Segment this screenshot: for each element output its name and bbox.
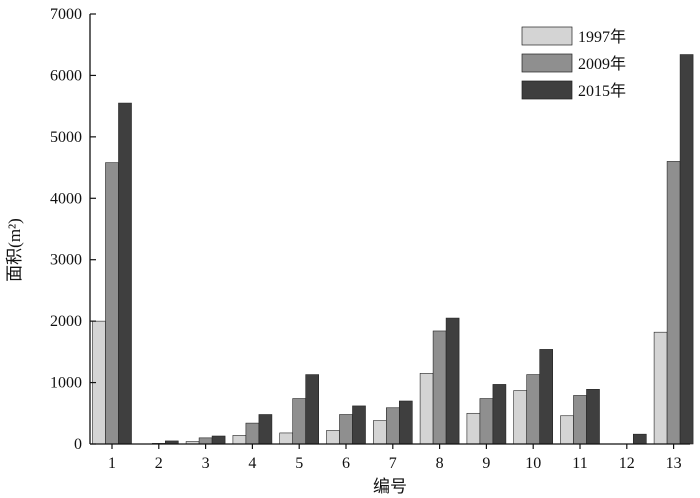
y-tick-label: 1000 [50, 375, 82, 392]
bar-2015年-11 [586, 389, 600, 445]
bar-2015年-10 [539, 349, 554, 445]
x-tick-label: 2 [155, 455, 163, 472]
bar-group-5 [279, 374, 320, 445]
bar-group-6 [326, 405, 366, 445]
bar-group-4 [232, 414, 273, 445]
x-tick-label: 12 [619, 455, 635, 472]
bar-1997年-7 [372, 420, 387, 445]
legend-swatch-2015年 [521, 80, 573, 100]
bar-1997年-13 [653, 331, 668, 445]
bar-2015年-7 [398, 400, 413, 445]
legend-label: 1997年 [578, 28, 626, 46]
bar-2009年-8 [432, 330, 447, 445]
bar-group-1 [92, 102, 132, 445]
x-tick-label: 4 [248, 455, 256, 472]
bar-2015年-9 [492, 384, 507, 445]
y-axis: 0 1000 2000 3000 4000 5000 6000 7000 [50, 6, 96, 453]
legend-swatch-1997年 [521, 26, 573, 46]
y-tick-label: 3000 [50, 252, 82, 269]
bar-2009年-5 [292, 398, 307, 445]
bar-1997年-4 [232, 435, 247, 445]
bar-group-11 [560, 389, 600, 445]
x-tick-label: 11 [572, 455, 587, 472]
x-tick-label: 7 [389, 455, 397, 472]
y-tick-label: 4000 [50, 190, 82, 207]
legend-label: 2009年 [578, 55, 626, 73]
bar-1997年-6 [326, 430, 340, 445]
bar-1997年-10 [513, 390, 528, 445]
y-tick-label: 5000 [50, 129, 82, 146]
bar-2009年-6 [339, 414, 353, 445]
x-tick-label: 10 [525, 455, 541, 472]
x-tick-label: 8 [436, 455, 444, 472]
x-tick-label: 1 [108, 455, 116, 472]
x-tick-label: 6 [342, 455, 350, 472]
bar-2015年-3 [211, 435, 226, 445]
bar-group-9 [466, 384, 507, 445]
y-tick-label: 7000 [50, 6, 82, 23]
bar-group-12 [632, 433, 647, 445]
x-axis-title: 编号 [373, 477, 407, 496]
bar-group-10 [513, 349, 554, 445]
y-axis-title: 面积(m²) [5, 218, 24, 282]
bar-1997年-9 [466, 412, 481, 445]
x-axis: 1 2 3 4 5 6 7 8 9 10 11 12 13 [90, 443, 690, 472]
bar-2009年-1 [105, 162, 119, 445]
bar-2009年-3 [198, 437, 213, 445]
y-tick-label: 2000 [50, 313, 82, 330]
legend: 1997年 2009年 2015年 [521, 26, 626, 100]
bar-2015年-8 [445, 317, 460, 445]
bar-2015年-4 [258, 414, 273, 445]
bar-2009年-7 [385, 407, 400, 445]
bar-group-8 [419, 317, 460, 445]
bar-2015年-13 [679, 54, 694, 445]
y-tick-label: 6000 [50, 67, 82, 84]
bar-2009年-13 [666, 161, 681, 445]
bar-1997年-5 [279, 432, 294, 445]
bar-2015年-1 [118, 102, 132, 445]
bar-2015年-5 [305, 374, 320, 445]
x-tick-label: 9 [482, 455, 490, 472]
bar-1997年-8 [419, 373, 434, 445]
bar-1997年-11 [560, 415, 574, 445]
x-tick-label: 13 [666, 455, 682, 472]
bar-2009年-11 [573, 395, 587, 445]
bar-2009年-4 [245, 422, 260, 445]
bar-2009年-9 [479, 398, 494, 445]
x-tick-label: 3 [202, 455, 210, 472]
bar-group-3 [185, 435, 226, 445]
bar-2009年-10 [526, 374, 541, 445]
bar-group-13 [653, 54, 694, 445]
legend-swatch-2009年 [521, 53, 573, 73]
plot-area [92, 54, 694, 445]
x-tick-label: 5 [295, 455, 303, 472]
y-tick-label: 0 [74, 436, 82, 453]
bar-2015年-12 [632, 433, 647, 445]
bar-group-7 [372, 400, 413, 445]
legend-label: 2015年 [578, 82, 626, 100]
bar-2015年-6 [352, 405, 366, 445]
